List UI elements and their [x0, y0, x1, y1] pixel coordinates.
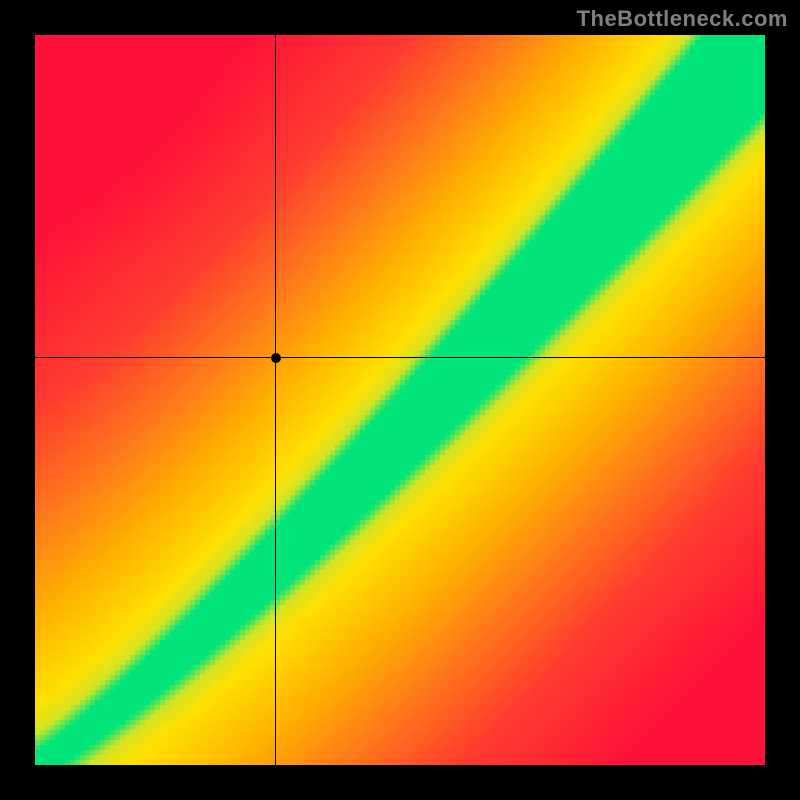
- chart-container: TheBottleneck.com: [0, 0, 800, 800]
- heatmap-canvas: [35, 35, 765, 765]
- crosshair-vertical: [275, 35, 276, 765]
- watermark-text: TheBottleneck.com: [577, 6, 788, 32]
- heatmap-plot-area: [35, 35, 765, 765]
- crosshair-marker: [271, 353, 281, 363]
- crosshair-horizontal: [35, 357, 765, 358]
